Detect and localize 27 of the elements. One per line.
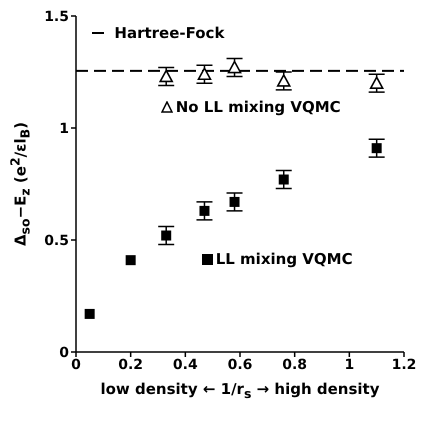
y-tick-label: 1.5: [44, 8, 69, 25]
legend-label: Hartree-Fock: [114, 24, 224, 42]
point: [370, 76, 384, 89]
point: [198, 67, 212, 80]
legend-label: LL mixing VQMC: [216, 250, 353, 268]
y-tick-label: 0.5: [44, 232, 69, 249]
point: [199, 206, 210, 216]
legend-label: No LL mixing VQMC: [176, 98, 341, 116]
x-tick-label: 0.8: [282, 356, 308, 373]
x-tick-label: 0.2: [118, 356, 144, 373]
point: [230, 196, 240, 207]
x-tick-label: 1.2: [392, 356, 416, 373]
point: [278, 174, 289, 185]
y-tick-label: 1: [59, 120, 69, 137]
x-tick-label: 0.6: [228, 356, 252, 373]
point: [159, 70, 173, 82]
point: [84, 308, 95, 319]
y-tick-label: 0: [59, 344, 70, 361]
point: [228, 60, 242, 74]
point: [126, 255, 136, 266]
x-tick-label: 0: [71, 356, 82, 373]
point: [372, 143, 382, 154]
x-tick-label: 0.4: [172, 356, 198, 373]
x-axis-title: low density ← 1/r$_{s}$ → high density: [99, 380, 380, 401]
point: [161, 230, 172, 241]
point: [276, 74, 291, 87]
x-tick-label: 1: [344, 356, 354, 373]
